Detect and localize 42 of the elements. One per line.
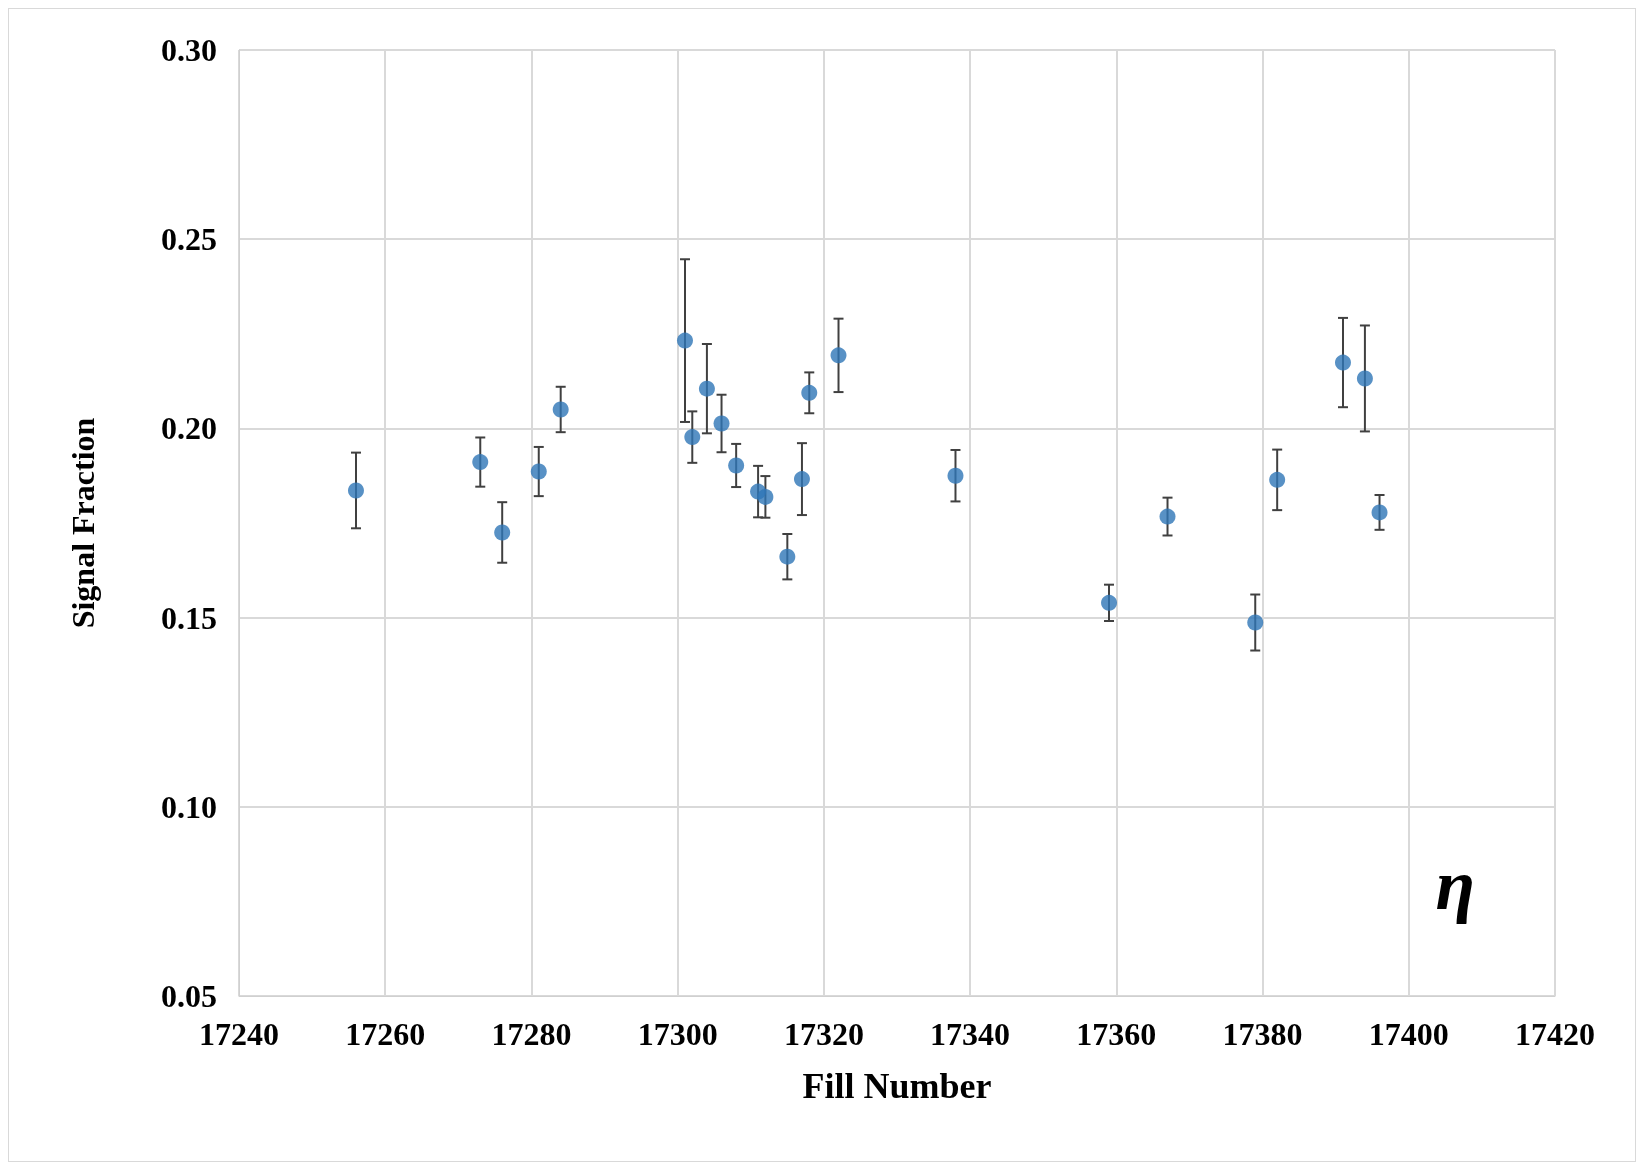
point bbox=[779, 548, 796, 565]
point bbox=[698, 380, 715, 397]
x-tick-label: 17300 bbox=[637, 1016, 718, 1052]
point bbox=[947, 467, 964, 484]
point bbox=[1159, 508, 1176, 525]
y-tick-label: 0.10 bbox=[161, 788, 217, 825]
x-tick-label: 17260 bbox=[345, 1016, 426, 1052]
annotation: η bbox=[1435, 845, 1475, 925]
x-tick-label: 17400 bbox=[1368, 1016, 1449, 1052]
y-tick-label: 0.05 bbox=[161, 978, 217, 1014]
point bbox=[552, 401, 569, 418]
point bbox=[713, 415, 730, 432]
x-tick-label: 17240 bbox=[199, 1016, 279, 1052]
y-tick-label: 0.15 bbox=[161, 599, 217, 636]
point bbox=[472, 454, 489, 471]
y-axis-title: Signal Fraction bbox=[65, 417, 101, 629]
point bbox=[1356, 370, 1373, 387]
point bbox=[728, 457, 745, 474]
y-tick-label: 0.25 bbox=[161, 221, 217, 258]
point bbox=[830, 347, 847, 364]
point bbox=[793, 471, 810, 488]
y-tick-label: 0.30 bbox=[161, 32, 217, 68]
point bbox=[801, 384, 818, 401]
point bbox=[1334, 354, 1351, 371]
point bbox=[530, 463, 547, 480]
point bbox=[1269, 471, 1286, 488]
point bbox=[494, 524, 511, 541]
point bbox=[1101, 594, 1118, 611]
point bbox=[684, 429, 701, 446]
point bbox=[676, 332, 693, 349]
x-tick-label: 17420 bbox=[1515, 1016, 1595, 1052]
x-tick-label: 17320 bbox=[783, 1016, 864, 1052]
point bbox=[757, 488, 774, 505]
point bbox=[1247, 614, 1264, 631]
x-axis-title: Fill Number bbox=[802, 1066, 992, 1106]
x-tick-label: 17340 bbox=[930, 1016, 1011, 1052]
y-tick-label: 0.20 bbox=[161, 410, 217, 447]
x-tick-label: 17360 bbox=[1076, 1016, 1157, 1052]
x-tick-label: 17380 bbox=[1222, 1016, 1303, 1052]
point bbox=[347, 482, 364, 499]
x-tick-label: 17280 bbox=[491, 1016, 572, 1052]
point bbox=[1371, 504, 1388, 521]
